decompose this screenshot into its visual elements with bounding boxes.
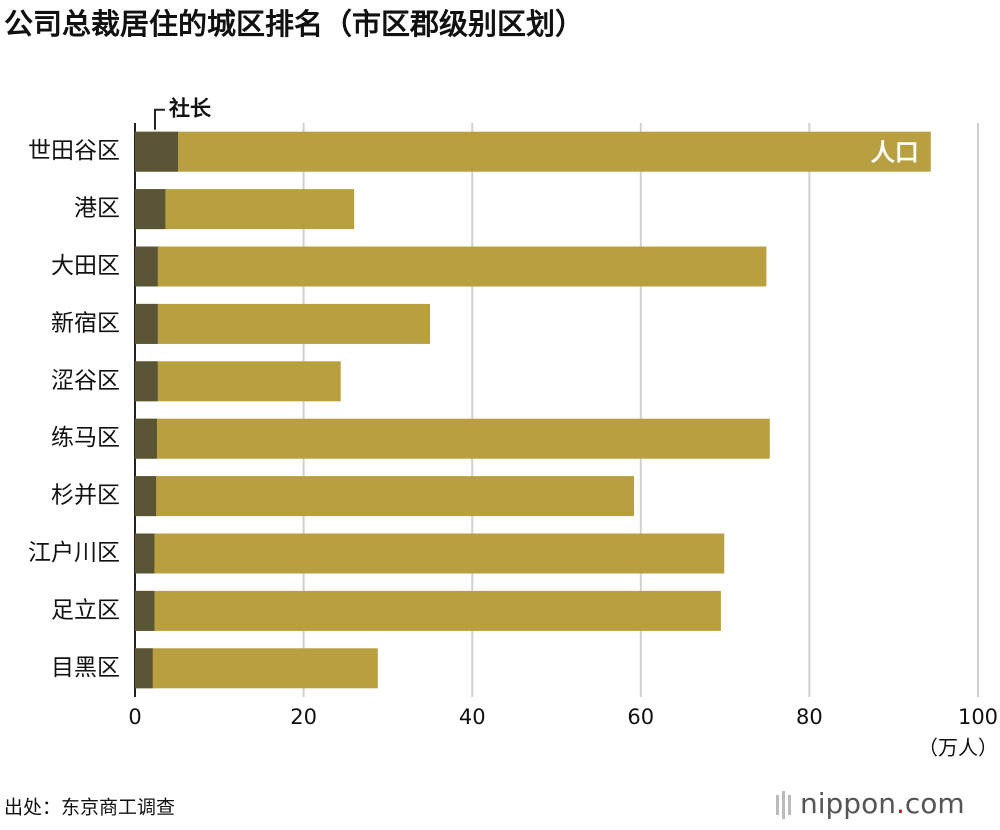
unit-label: （万人） (918, 736, 998, 760)
logo-part: com (905, 787, 965, 820)
legend-bracket (154, 108, 165, 130)
legend-label: 人口 (871, 139, 919, 167)
bar (135, 131, 931, 172)
bar (135, 648, 153, 689)
x-tick-label: 80 (796, 705, 823, 729)
y-tick-label: 练马区 (51, 425, 120, 451)
x-tick-label: 100 (958, 705, 998, 729)
bar (135, 246, 767, 287)
logo-part: nippon (800, 787, 896, 820)
legend-label: 社长 (168, 97, 212, 121)
bar (135, 418, 770, 459)
bar (135, 648, 378, 689)
x-tick-label: 0 (128, 705, 141, 729)
logo: nippon.com (776, 787, 965, 820)
bar (135, 246, 158, 287)
y-tick-label: 江户川区 (28, 540, 120, 566)
bar (135, 361, 341, 402)
y-tick-label: 杉并区 (51, 483, 120, 509)
bar (135, 189, 166, 230)
y-tick-label: 新宿区 (51, 310, 120, 336)
logo-dot: . (896, 787, 905, 820)
bar (135, 189, 355, 230)
bar (135, 131, 178, 172)
chart-title: 公司总裁居住的城区排名（市区郡级别区划） (4, 7, 584, 41)
bar (135, 533, 725, 574)
logo-text: nippon.com (800, 787, 965, 820)
bar (135, 303, 431, 344)
x-tick-label: 20 (290, 705, 317, 729)
bar (135, 533, 155, 574)
y-tick-label: 目黑区 (51, 655, 120, 681)
source: 出处：东京商工调查 (4, 797, 175, 819)
logo-icon (776, 791, 791, 819)
bar (135, 303, 158, 344)
bar (135, 418, 157, 459)
y-tick-label: 涩谷区 (51, 368, 120, 394)
bar (135, 476, 635, 517)
y-tick-label: 世田谷区 (28, 138, 120, 164)
y-tick-label: 足立区 (51, 597, 120, 623)
bar (135, 590, 721, 631)
x-tick-label: 60 (627, 705, 654, 729)
x-tick-label: 40 (459, 705, 486, 729)
y-tick-label: 港区 (74, 196, 120, 222)
bar (135, 361, 158, 402)
bar (135, 590, 155, 631)
bar (135, 476, 157, 517)
y-tick-label: 大田区 (51, 253, 120, 279)
